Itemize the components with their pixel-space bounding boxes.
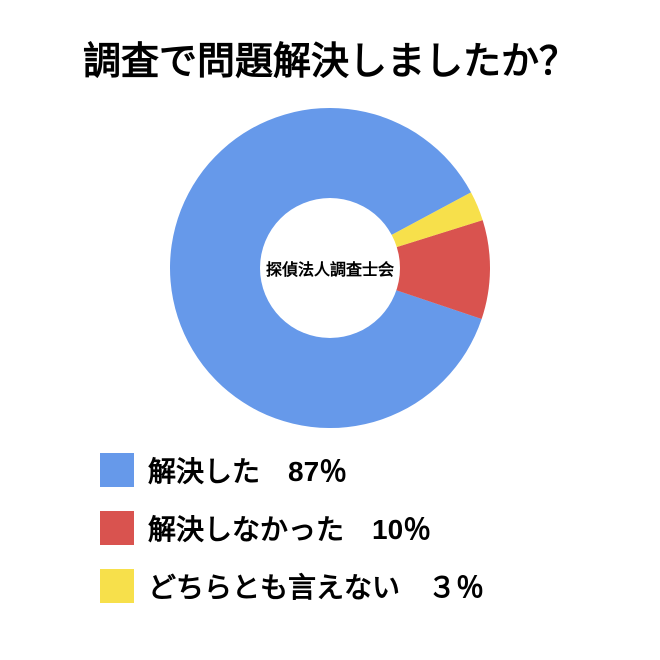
legend-label-2: どちらとも言えない ３％ — [148, 566, 484, 606]
legend-swatch-0 — [100, 453, 134, 487]
legend: 解決した 87％ 解決しなかった 10％ どちらとも言えない ３％ — [100, 450, 484, 606]
legend-label-0: 解決した 87％ — [148, 450, 347, 490]
legend-label-1: 解決しなかった 10％ — [148, 508, 431, 548]
chart-title: 調査で問題解決しましたか？ — [0, 30, 660, 85]
legend-swatch-2 — [100, 569, 134, 603]
legend-row-2: どちらとも言えない ３％ — [100, 566, 484, 606]
donut-chart: 探偵法人調査士会 — [170, 108, 490, 428]
legend-swatch-1 — [100, 511, 134, 545]
donut-center-label: 探偵法人調査士会 — [266, 256, 394, 280]
legend-row-0: 解決した 87％ — [100, 450, 484, 490]
legend-row-1: 解決しなかった 10％ — [100, 508, 484, 548]
